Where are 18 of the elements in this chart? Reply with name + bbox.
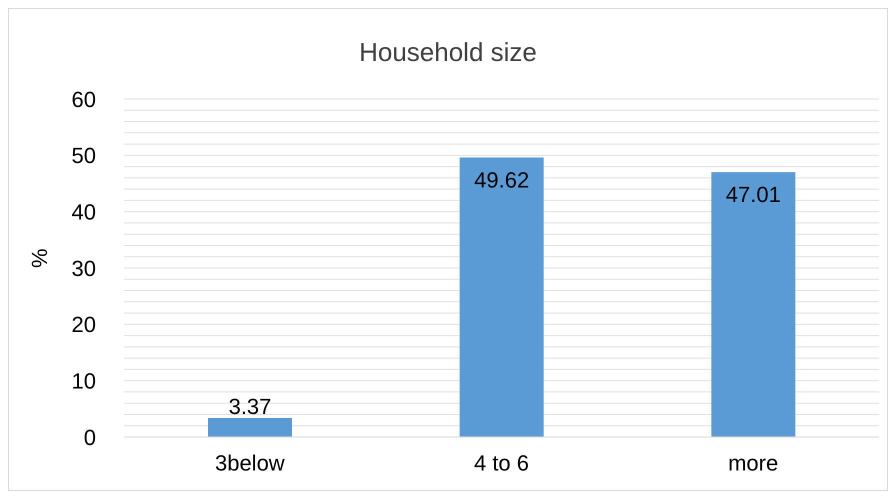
data-label: 47.01 <box>726 182 781 208</box>
y-tick-label: 20 <box>72 312 96 338</box>
y-axis-title: % <box>26 248 52 268</box>
y-tick-label: 30 <box>72 256 96 281</box>
data-label: 49.62 <box>474 167 530 192</box>
chart-title: Household size <box>358 36 538 69</box>
y-tick-label: 0 <box>84 424 96 450</box>
x-tick-label: 4 to 6 <box>474 450 530 476</box>
data-label: 3.37 <box>228 394 272 420</box>
x-tick-label: 3below <box>214 450 285 476</box>
bar <box>208 418 292 437</box>
bar <box>711 172 796 437</box>
x-tick-label: more <box>728 450 778 476</box>
y-tick-label: 50 <box>72 143 96 168</box>
y-tick-label: 40 <box>72 199 96 224</box>
y-tick-label: 60 <box>72 86 96 112</box>
bar <box>460 157 544 437</box>
y-tick-label: 10 <box>72 368 96 394</box>
